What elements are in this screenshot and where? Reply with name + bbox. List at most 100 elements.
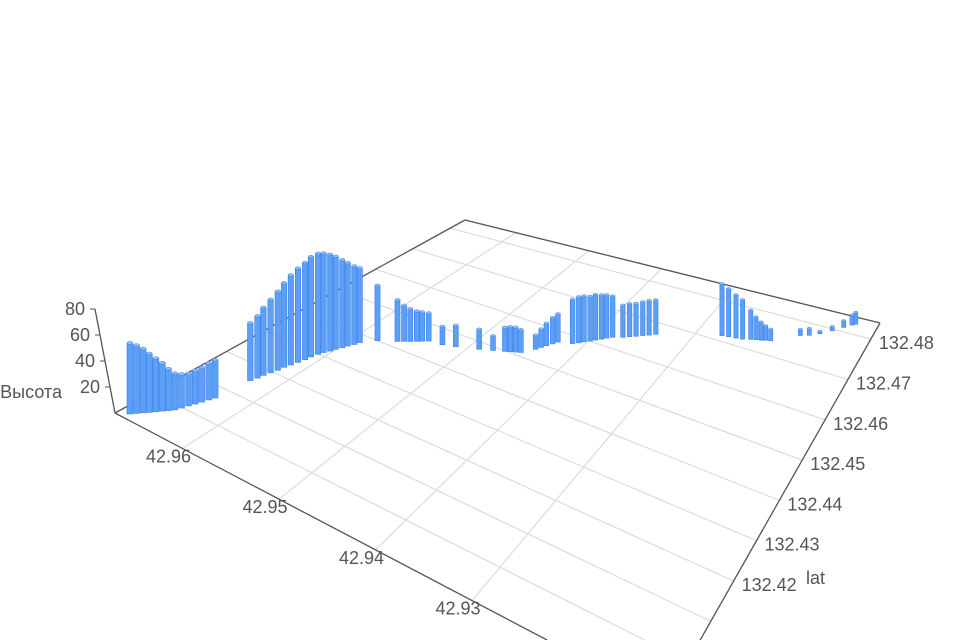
bar-body xyxy=(139,348,147,414)
bar-top xyxy=(419,310,425,314)
bar xyxy=(646,299,652,336)
bar-body xyxy=(126,342,134,415)
bar xyxy=(126,341,134,415)
bar-body xyxy=(307,256,314,358)
bar-top xyxy=(247,321,254,325)
bar-top xyxy=(853,311,859,314)
bar-top xyxy=(610,294,616,298)
bar xyxy=(853,311,859,325)
bar-body xyxy=(315,252,321,355)
y-tick-label: 132.43 xyxy=(764,535,819,555)
bar-top xyxy=(592,292,598,296)
bar-top xyxy=(829,325,835,328)
bar-top xyxy=(849,313,855,316)
bar-body xyxy=(719,283,725,336)
bar xyxy=(633,301,639,337)
bar-body xyxy=(212,359,219,399)
bar-body xyxy=(758,321,764,341)
bar xyxy=(532,333,539,350)
bar-body xyxy=(453,325,459,347)
bar-body xyxy=(294,267,301,363)
bar-top xyxy=(159,361,166,365)
bar-body xyxy=(849,314,855,326)
bar-top xyxy=(627,302,633,305)
bar-top xyxy=(357,266,363,270)
bar-top xyxy=(587,294,593,298)
bar-top xyxy=(620,303,626,307)
bar-top xyxy=(254,314,261,318)
bar-top xyxy=(817,329,823,333)
bar-body xyxy=(598,294,605,340)
bar-body xyxy=(538,328,544,348)
bar xyxy=(502,325,508,352)
bar-body xyxy=(419,311,426,342)
bar xyxy=(453,323,459,347)
bar xyxy=(620,303,626,338)
bar-top xyxy=(332,254,339,258)
bar xyxy=(797,327,803,336)
bar xyxy=(740,298,746,340)
bar xyxy=(307,255,314,358)
bar xyxy=(719,282,725,336)
bar-top xyxy=(512,325,519,329)
bar xyxy=(339,258,346,349)
x-tick-label: 42.93 xyxy=(435,599,480,619)
bar-top xyxy=(518,328,524,332)
bar xyxy=(587,294,593,342)
z-tick-label: 40 xyxy=(75,351,95,371)
bar-top xyxy=(543,321,550,325)
grid-line-lat xyxy=(189,371,712,622)
bar-top xyxy=(555,312,561,316)
bar-top xyxy=(351,264,358,268)
bar-top xyxy=(295,266,301,270)
bar-top xyxy=(274,289,281,293)
y-tick-label: 132.45 xyxy=(810,454,865,474)
bar-top xyxy=(414,309,420,313)
bar-body xyxy=(425,312,432,342)
bar xyxy=(806,326,812,336)
bar-body xyxy=(581,295,587,343)
bar xyxy=(133,343,140,414)
bar xyxy=(287,273,294,366)
bar xyxy=(841,319,847,328)
bar-body xyxy=(620,304,626,338)
bar-top xyxy=(453,323,459,327)
bar-top xyxy=(374,283,381,287)
bar-top xyxy=(439,324,446,328)
axis-line xyxy=(464,219,881,324)
grid-line-lon xyxy=(471,286,735,601)
bar xyxy=(374,283,381,341)
bar-body xyxy=(543,322,550,346)
bar-body xyxy=(374,285,381,341)
y-tick-label: 132.47 xyxy=(856,373,911,393)
bar xyxy=(768,327,774,342)
bar xyxy=(576,295,582,344)
bar xyxy=(592,292,598,341)
bar xyxy=(165,367,172,411)
bar-body xyxy=(646,300,652,336)
bar-top xyxy=(640,300,646,304)
bar-body xyxy=(763,325,769,341)
bar-top xyxy=(740,298,745,301)
bar-body xyxy=(287,274,294,366)
bar-body xyxy=(726,288,732,338)
bar-top xyxy=(192,368,199,373)
bar-top xyxy=(550,316,556,319)
bar-body xyxy=(587,295,593,342)
axis-line xyxy=(699,322,881,640)
bar-top xyxy=(570,297,576,301)
bar-body xyxy=(247,322,254,381)
bar-body xyxy=(640,301,646,336)
bar-top xyxy=(212,358,219,362)
bar xyxy=(267,297,274,374)
bar-body xyxy=(512,326,519,353)
bar-top xyxy=(733,293,739,297)
bar-body xyxy=(344,262,351,347)
bar-top xyxy=(339,258,346,262)
bar xyxy=(344,261,351,347)
bar-body xyxy=(550,317,556,345)
x-tick-label: 42.95 xyxy=(243,497,288,517)
bar-top xyxy=(763,324,769,327)
bar-body xyxy=(159,362,166,412)
